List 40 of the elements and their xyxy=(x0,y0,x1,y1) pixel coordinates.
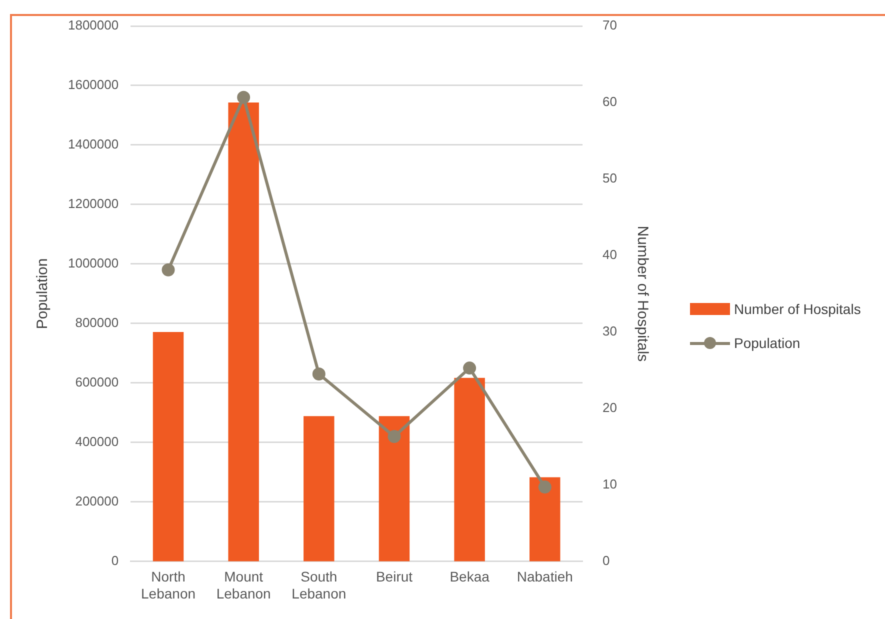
x-tick-label: Nabatieh xyxy=(516,568,573,585)
y-axis-title: Population xyxy=(34,258,52,330)
x-tick-label: South Lebanon xyxy=(292,568,346,602)
y2-tick-label: 70 xyxy=(602,18,618,33)
point xyxy=(388,430,401,443)
y-tick-label: 0 xyxy=(111,552,119,568)
y-tick-label: 200000 xyxy=(75,493,119,508)
y2-tick-label: 40 xyxy=(602,247,618,262)
point xyxy=(538,480,552,494)
bar xyxy=(454,378,485,562)
bar xyxy=(378,416,410,562)
y-tick-label: 1400000 xyxy=(68,136,119,152)
legend-label: Population xyxy=(734,334,800,353)
y2-tick-label: 10 xyxy=(602,476,618,492)
bar xyxy=(228,102,259,562)
point xyxy=(463,362,476,375)
y-tick-label: 400000 xyxy=(75,434,119,449)
y-tick-label: 800000 xyxy=(75,315,119,330)
y2-tick-label: 20 xyxy=(602,400,618,416)
x-tick-label: Beirut xyxy=(376,568,413,585)
bar xyxy=(304,416,334,562)
bar xyxy=(530,477,560,562)
point xyxy=(312,368,326,381)
y-tick-label: 600000 xyxy=(75,374,119,390)
y2-tick-label: 30 xyxy=(602,324,618,339)
legend-label: Number of Hospitals xyxy=(734,300,861,319)
y-tick-label: 1800000 xyxy=(68,18,119,33)
y2-tick-label: 60 xyxy=(602,94,618,110)
y-tick-label: 1000000 xyxy=(68,256,119,271)
y2-tick-label: 0 xyxy=(602,552,610,568)
point xyxy=(237,90,250,104)
y-tick-label: 1600000 xyxy=(68,77,119,92)
x-tick-label: Bekaa xyxy=(450,568,490,585)
bar xyxy=(152,332,184,562)
y-tick-label: 1200000 xyxy=(68,196,119,212)
point xyxy=(162,263,175,276)
y2-tick-label: 50 xyxy=(602,170,618,186)
x-tick-label: Mount Lebanon xyxy=(216,568,271,602)
x-tick-label: North Lebanon xyxy=(141,568,196,602)
y2-axis-title: Number of Hospitals xyxy=(634,226,651,362)
